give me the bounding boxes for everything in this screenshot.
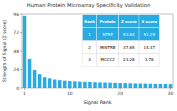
bar <box>58 80 62 88</box>
table-text: Protein <box>100 19 116 24</box>
y-tick <box>20 14 22 15</box>
table-cell <box>82 54 96 67</box>
bar <box>103 83 107 88</box>
y-tick <box>20 69 22 70</box>
y-tick-label: 96 <box>13 12 19 17</box>
table-cell <box>97 54 119 67</box>
table-text: 1 <box>88 32 91 37</box>
table-text: 23.28 <box>123 57 135 62</box>
bar <box>53 80 57 88</box>
bar <box>128 83 132 88</box>
bar <box>144 84 148 88</box>
table-cell <box>97 28 119 41</box>
table-text: NT5E <box>102 32 113 37</box>
y-tick <box>20 88 22 89</box>
table-cell <box>119 41 139 54</box>
bar <box>159 84 163 88</box>
plot-frame <box>22 14 173 88</box>
bar <box>164 84 168 88</box>
y-tick-label: 24 <box>13 67 19 72</box>
table-cell <box>82 28 96 41</box>
table: Rank Protein Z score S score 1 NT5E 93.64 51.29… <box>82 15 159 67</box>
x-tick-label: 1 <box>23 91 26 96</box>
table-text: 3 <box>88 57 91 62</box>
bar <box>83 82 87 88</box>
bar <box>118 83 122 88</box>
bar <box>63 81 67 88</box>
bar <box>78 82 82 88</box>
table-text: 51.29 <box>143 32 155 37</box>
table-cell <box>119 15 139 28</box>
y-axis-label: Strength of Signal (Z score) <box>2 20 7 82</box>
bar <box>139 84 143 88</box>
bar <box>113 83 117 88</box>
table-text: S score <box>141 19 157 24</box>
bar <box>93 82 97 88</box>
table-cell <box>119 28 139 41</box>
x-tick-label: 30 <box>168 91 174 96</box>
y-tick <box>20 32 22 33</box>
bar <box>149 84 153 88</box>
bar <box>123 83 127 88</box>
bar <box>169 84 173 88</box>
y-tick-label: 48 <box>13 49 19 54</box>
table-text: 93.64 <box>123 32 135 37</box>
bar <box>154 84 158 88</box>
table-text: Z score <box>121 19 137 24</box>
table-cell <box>139 54 159 67</box>
y-tick <box>20 51 22 52</box>
bar <box>28 59 32 88</box>
table-text: MINTRB <box>100 45 116 50</box>
table-text: 37.65 <box>123 45 135 50</box>
table-text: 2 <box>88 45 91 50</box>
bar <box>73 81 77 88</box>
bar <box>48 78 52 88</box>
bar <box>68 81 72 88</box>
bar <box>98 82 102 88</box>
bar <box>38 74 42 88</box>
table-cell <box>119 54 139 67</box>
table-cell <box>82 41 96 54</box>
table-text: Rank <box>84 19 95 24</box>
table-cell <box>139 15 159 28</box>
table-cell <box>82 15 96 28</box>
bar <box>108 83 112 88</box>
bar <box>23 16 27 88</box>
chart: Human Protein Microarray Specificity Val… <box>0 0 177 111</box>
y-tick-label: 72 <box>13 30 19 35</box>
table-text: MCCC2 <box>101 57 116 62</box>
x-tick-label: 10 <box>67 91 73 96</box>
table-text: 3.78 <box>145 57 154 62</box>
table-cell <box>139 28 159 41</box>
x-tick-label: 20 <box>117 91 123 96</box>
bar <box>33 70 37 88</box>
table-cell <box>97 41 119 54</box>
bar <box>133 83 137 88</box>
bar <box>88 82 92 88</box>
table-text: 14.37 <box>143 45 155 50</box>
bar <box>43 77 47 88</box>
x-axis-label: Signal Rank <box>83 100 111 105</box>
table-cell <box>97 15 119 28</box>
table-cell <box>139 41 159 54</box>
title: Human Protein Microarray Specificity Val… <box>27 2 150 9</box>
y-tick-label: 0 <box>16 86 19 91</box>
